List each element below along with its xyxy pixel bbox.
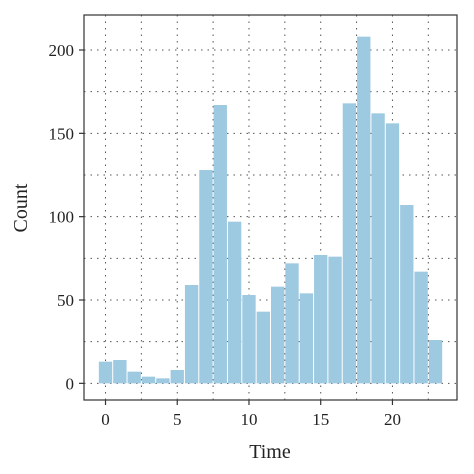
bar (314, 255, 328, 384)
bar (371, 113, 385, 384)
y-tick-label: 200 (49, 41, 75, 60)
bar (342, 103, 357, 384)
bar (213, 105, 227, 384)
y-tick-label: 50 (57, 291, 74, 310)
bar (385, 123, 400, 384)
bar (271, 286, 285, 384)
bar (184, 285, 199, 384)
x-tick-label: 5 (173, 410, 182, 429)
bar (428, 340, 443, 384)
bar (414, 271, 428, 384)
bar (156, 378, 170, 384)
x-tick-label: 20 (384, 410, 401, 429)
x-tick-label: 15 (312, 410, 329, 429)
x-ticks: 0 5 10 15 20 (101, 400, 401, 429)
bar (141, 376, 156, 384)
x-tick-label: 10 (240, 410, 257, 429)
bar (357, 36, 371, 384)
bar (170, 370, 184, 384)
bar (285, 263, 299, 384)
x-tick-label: 0 (101, 410, 110, 429)
y-tick-label: 0 (66, 374, 75, 393)
y-ticks: 0 50 100 150 200 (49, 41, 84, 393)
y-tick-label: 100 (49, 208, 75, 227)
bars (98, 36, 443, 384)
bar (400, 205, 414, 384)
bar (113, 360, 127, 384)
bar (227, 221, 242, 384)
bar (256, 311, 270, 384)
bar (127, 371, 141, 384)
x-axis-label: Time (249, 441, 291, 463)
y-axis-label: Count (10, 183, 32, 232)
bar (328, 256, 342, 384)
y-tick-label: 150 (49, 124, 75, 143)
bar (199, 170, 213, 384)
bar (299, 293, 314, 384)
bar (98, 361, 113, 384)
bar (242, 295, 256, 384)
plot-frame (83, 14, 458, 401)
